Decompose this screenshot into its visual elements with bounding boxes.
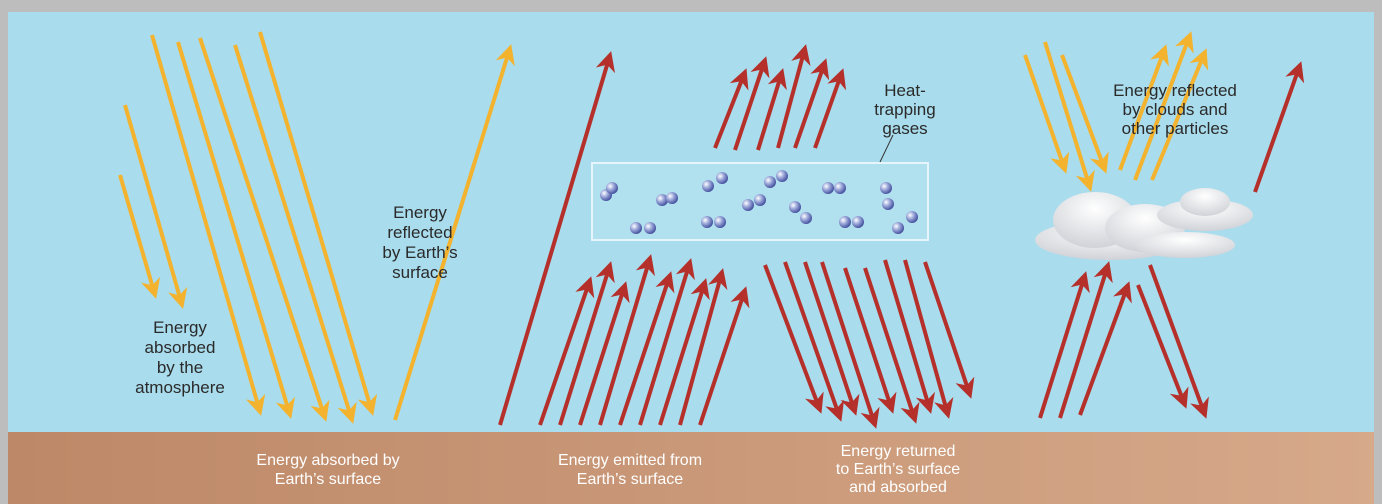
arrow — [538, 276, 595, 426]
label: Earth’s surface — [577, 471, 684, 488]
arrow — [1253, 61, 1305, 193]
molecule — [880, 182, 892, 194]
molecule — [742, 199, 754, 211]
arrow — [1058, 261, 1113, 419]
arrow — [150, 34, 266, 416]
arrow — [118, 174, 161, 299]
arrow — [713, 68, 749, 149]
label: trapping — [874, 100, 935, 119]
molecule — [656, 194, 668, 206]
arrow — [783, 261, 845, 422]
arrow — [233, 44, 357, 424]
label: by clouds and — [1123, 100, 1228, 119]
arrow — [618, 271, 675, 426]
arrow — [776, 44, 811, 149]
label: Heat- — [884, 81, 926, 100]
arrow — [598, 254, 655, 426]
arrow — [1043, 41, 1095, 192]
molecule — [892, 222, 904, 234]
label: other particles — [1122, 119, 1229, 138]
label: Earth’s surface — [275, 471, 382, 488]
arrow — [1136, 284, 1189, 409]
arrow — [198, 37, 330, 422]
arrow — [820, 261, 880, 429]
arrow — [1060, 54, 1109, 174]
arrow — [883, 259, 935, 414]
arrow — [578, 281, 630, 426]
arrow — [1133, 31, 1194, 181]
arrow — [803, 261, 860, 416]
molecule — [714, 216, 726, 228]
arrow — [793, 58, 830, 149]
ground — [8, 432, 1374, 504]
label: Energy — [393, 203, 447, 222]
arrow — [558, 261, 615, 426]
arrow — [863, 267, 920, 424]
molecule — [800, 212, 812, 224]
label: by the — [157, 358, 203, 377]
label: Energy emitted from — [558, 452, 702, 469]
molecule — [834, 182, 846, 194]
label: surface — [392, 263, 448, 282]
molecule — [666, 192, 678, 204]
arrow — [813, 68, 847, 149]
molecule — [776, 170, 788, 182]
label: to Earth’s surface — [836, 461, 960, 478]
molecule — [606, 182, 618, 194]
arrow — [1078, 281, 1132, 416]
arrow — [843, 267, 897, 414]
molecule — [822, 182, 834, 194]
molecule — [716, 172, 728, 184]
molecule — [906, 211, 918, 223]
molecule — [789, 201, 801, 213]
label: Energy returned — [841, 443, 956, 460]
arrow — [763, 264, 824, 414]
arrow — [1148, 264, 1209, 419]
arrow — [123, 104, 188, 309]
arrow — [1023, 54, 1070, 174]
label: gases — [882, 119, 927, 138]
molecule — [630, 222, 642, 234]
label: Energy reflected — [1113, 81, 1237, 100]
arrow — [658, 278, 710, 426]
arrow — [903, 259, 954, 419]
label: reflected — [387, 223, 452, 242]
molecule — [702, 180, 714, 192]
arrow — [1038, 271, 1090, 419]
cloud — [1035, 188, 1253, 260]
label: Energy absorbed by — [256, 452, 399, 469]
arrow — [393, 44, 515, 421]
molecule — [839, 216, 851, 228]
arrow — [1118, 44, 1169, 171]
arrow — [1150, 48, 1209, 181]
arrow — [698, 286, 750, 426]
label: Energy — [153, 318, 207, 337]
molecule — [644, 222, 656, 234]
arrow — [923, 261, 975, 399]
arrow — [638, 258, 695, 426]
molecule — [701, 216, 713, 228]
label: by Earth’s — [382, 243, 457, 262]
arrow — [258, 31, 378, 416]
arrow — [733, 56, 770, 151]
pointer-line — [879, 134, 894, 163]
arrow — [756, 68, 787, 151]
label: and absorbed — [849, 479, 947, 496]
arrow — [498, 51, 616, 426]
molecule — [882, 198, 894, 210]
molecule — [852, 216, 864, 228]
label: absorbed — [145, 338, 216, 357]
arrow — [176, 41, 295, 419]
molecule — [764, 176, 776, 188]
molecule — [754, 194, 766, 206]
arrow — [678, 268, 728, 426]
label: atmosphere — [135, 378, 225, 397]
